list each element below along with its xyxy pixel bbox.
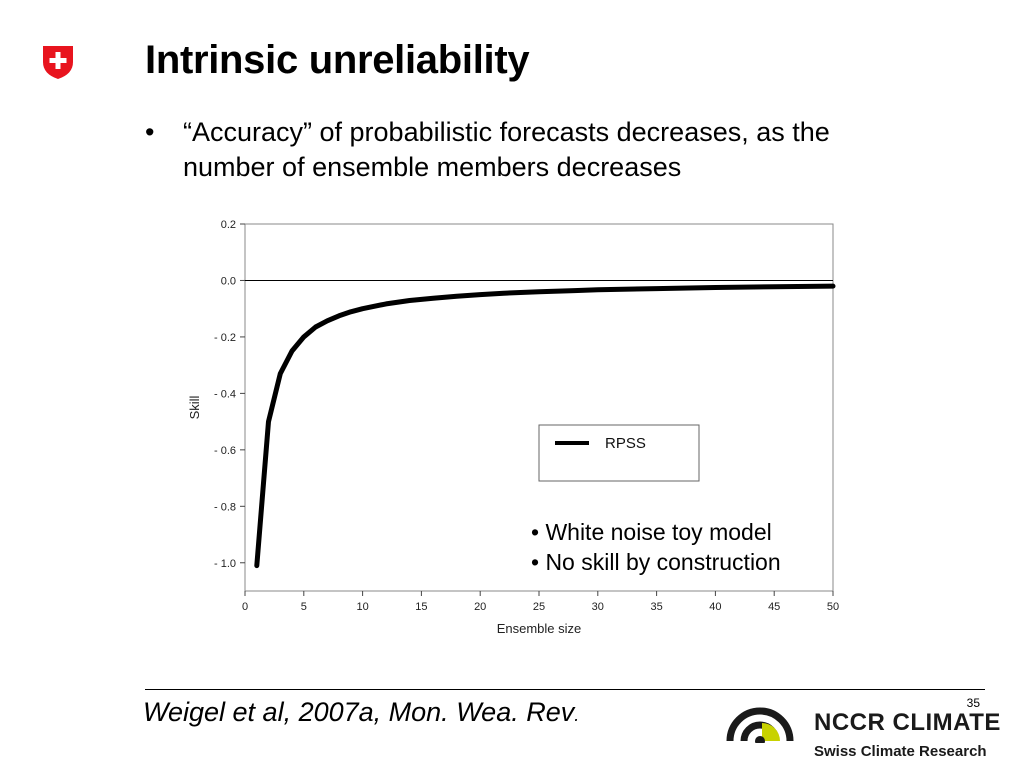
y-axis-title: Skill xyxy=(187,395,202,419)
x-tick-label: 40 xyxy=(709,601,721,613)
x-tick-label: 25 xyxy=(533,601,545,613)
x-tick-label: 15 xyxy=(415,601,427,613)
x-tick-label: 10 xyxy=(356,601,368,613)
nccr-subtitle: Swiss Climate Research xyxy=(814,743,987,760)
x-tick-label: 50 xyxy=(827,601,839,613)
y-tick-label: 0.0 xyxy=(221,275,236,287)
y-tick-label: - 0.2 xyxy=(214,332,236,344)
slide-title: Intrinsic unreliability xyxy=(145,38,530,82)
swiss-coat-of-arms-logo xyxy=(43,46,73,79)
x-tick-label: 0 xyxy=(242,601,248,613)
chart-annotation: • White noise toy model xyxy=(531,519,772,545)
nccr-name: NCCR CLIMATE xyxy=(814,709,1001,736)
skill-chart: 0.2 0.0 - 0.2 - 0.4 - 0.6 - 0.8 - 1.0 0 5 10 15 20 2… xyxy=(187,219,839,636)
legend-label-rpss: RPSS xyxy=(605,435,646,452)
x-tick-label: 20 xyxy=(474,601,486,613)
x-axis-title: Ensemble size xyxy=(497,621,582,636)
x-tick-label: 5 xyxy=(301,601,307,613)
citation-text: Weigel et al, 2007a, Mon. Wea. Rev xyxy=(143,697,575,727)
x-tick-label: 30 xyxy=(592,601,604,613)
y-tick-label: - 0.6 xyxy=(214,445,236,457)
bullet-text: “Accuracy” of probabilistic forecasts de… xyxy=(183,117,830,182)
bullet-marker: • xyxy=(145,117,155,147)
citation-period: . xyxy=(574,705,580,725)
citation: Weigel et al, 2007a, Mon. Wea. Rev. xyxy=(143,697,579,728)
chart-annotation: • No skill by construction xyxy=(531,549,781,575)
x-tick-label: 45 xyxy=(768,601,780,613)
legend-box xyxy=(538,424,700,482)
series-line-rpss xyxy=(254,283,836,569)
y-tick-label: 0.2 xyxy=(221,219,236,231)
x-tick-label: 35 xyxy=(650,601,662,613)
nccr-climate-logo xyxy=(726,707,794,743)
y-tick-label: - 1.0 xyxy=(214,558,236,570)
footer-divider xyxy=(145,689,985,690)
y-tick-label: - 0.8 xyxy=(214,501,236,513)
y-tick-label: - 0.4 xyxy=(214,388,236,400)
page-number: 35 xyxy=(966,696,980,710)
